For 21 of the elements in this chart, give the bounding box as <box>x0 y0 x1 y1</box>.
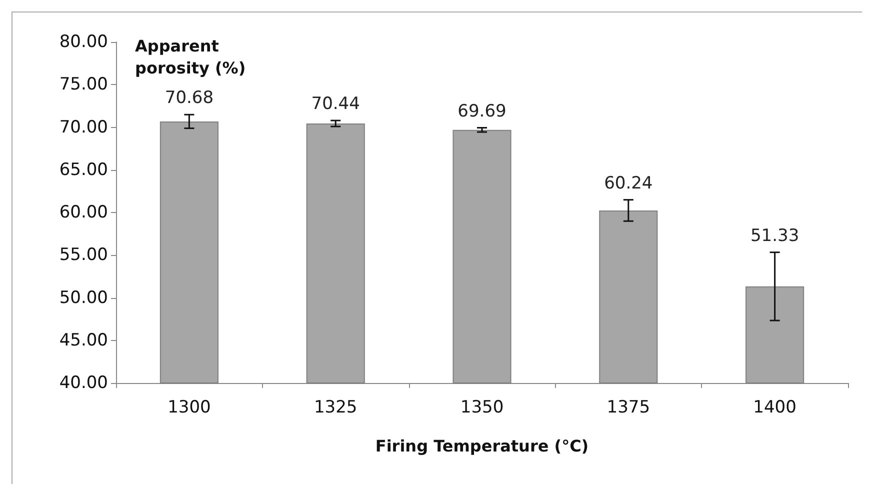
y-tick-label: 55.00 <box>59 245 108 266</box>
data-label: 70.68 <box>164 88 214 108</box>
y-tick-label: 50.00 <box>59 288 108 308</box>
data-label: 69.69 <box>458 101 506 122</box>
y-tick-label: 80.00 <box>59 32 108 52</box>
y-tick-label: 70.00 <box>59 117 108 138</box>
x-axis-title: Firing Temperature (°C) <box>375 436 589 456</box>
y-axis-title: Apparent porosity (%) <box>135 36 246 78</box>
data-label: 60.24 <box>604 173 653 194</box>
data-label: 70.44 <box>311 94 360 114</box>
x-tick-label: 1300 <box>168 398 211 418</box>
y-tick-label: 60.00 <box>59 202 108 222</box>
x-tick-label: 1325 <box>314 398 358 418</box>
y-tick-label: 65.00 <box>59 160 108 180</box>
y-tick-label: 75.00 <box>59 74 108 95</box>
y-tick-label: 40.00 <box>59 373 108 393</box>
x-tick-label: 1375 <box>606 398 650 418</box>
x-tick-label: 1400 <box>753 398 796 418</box>
data-label: 51.33 <box>750 226 800 246</box>
x-tick-label: 1350 <box>460 398 504 418</box>
y-tick-label: 45.00 <box>59 330 108 350</box>
